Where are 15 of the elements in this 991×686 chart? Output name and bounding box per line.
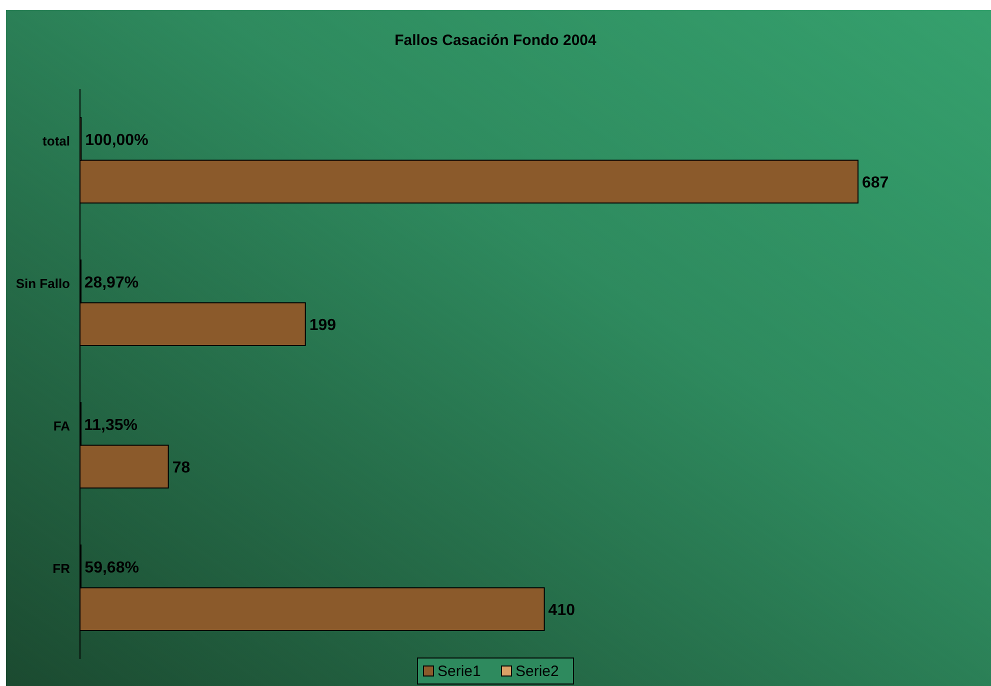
- data-label: 199: [309, 317, 336, 334]
- y-tick-label: Sin Fallo: [16, 276, 70, 291]
- data-label: 687: [862, 174, 889, 192]
- data-label: 28,97%: [84, 274, 139, 292]
- data-label: 59,68%: [84, 559, 139, 576]
- y-tick-label: FA: [53, 418, 71, 434]
- legend-label: Serie2: [516, 663, 559, 680]
- data-label: 410: [548, 602, 576, 620]
- legend-label: Serie1: [438, 663, 481, 680]
- chart-title: Fallos Casación Fondo 2004: [394, 32, 598, 49]
- y-tick-label: FR: [52, 560, 71, 576]
- data-label: 100,00%: [85, 132, 148, 149]
- data-label: 78: [172, 460, 190, 477]
- data-label: 11,35%: [84, 416, 138, 434]
- y-tick-label: total: [42, 133, 70, 148]
